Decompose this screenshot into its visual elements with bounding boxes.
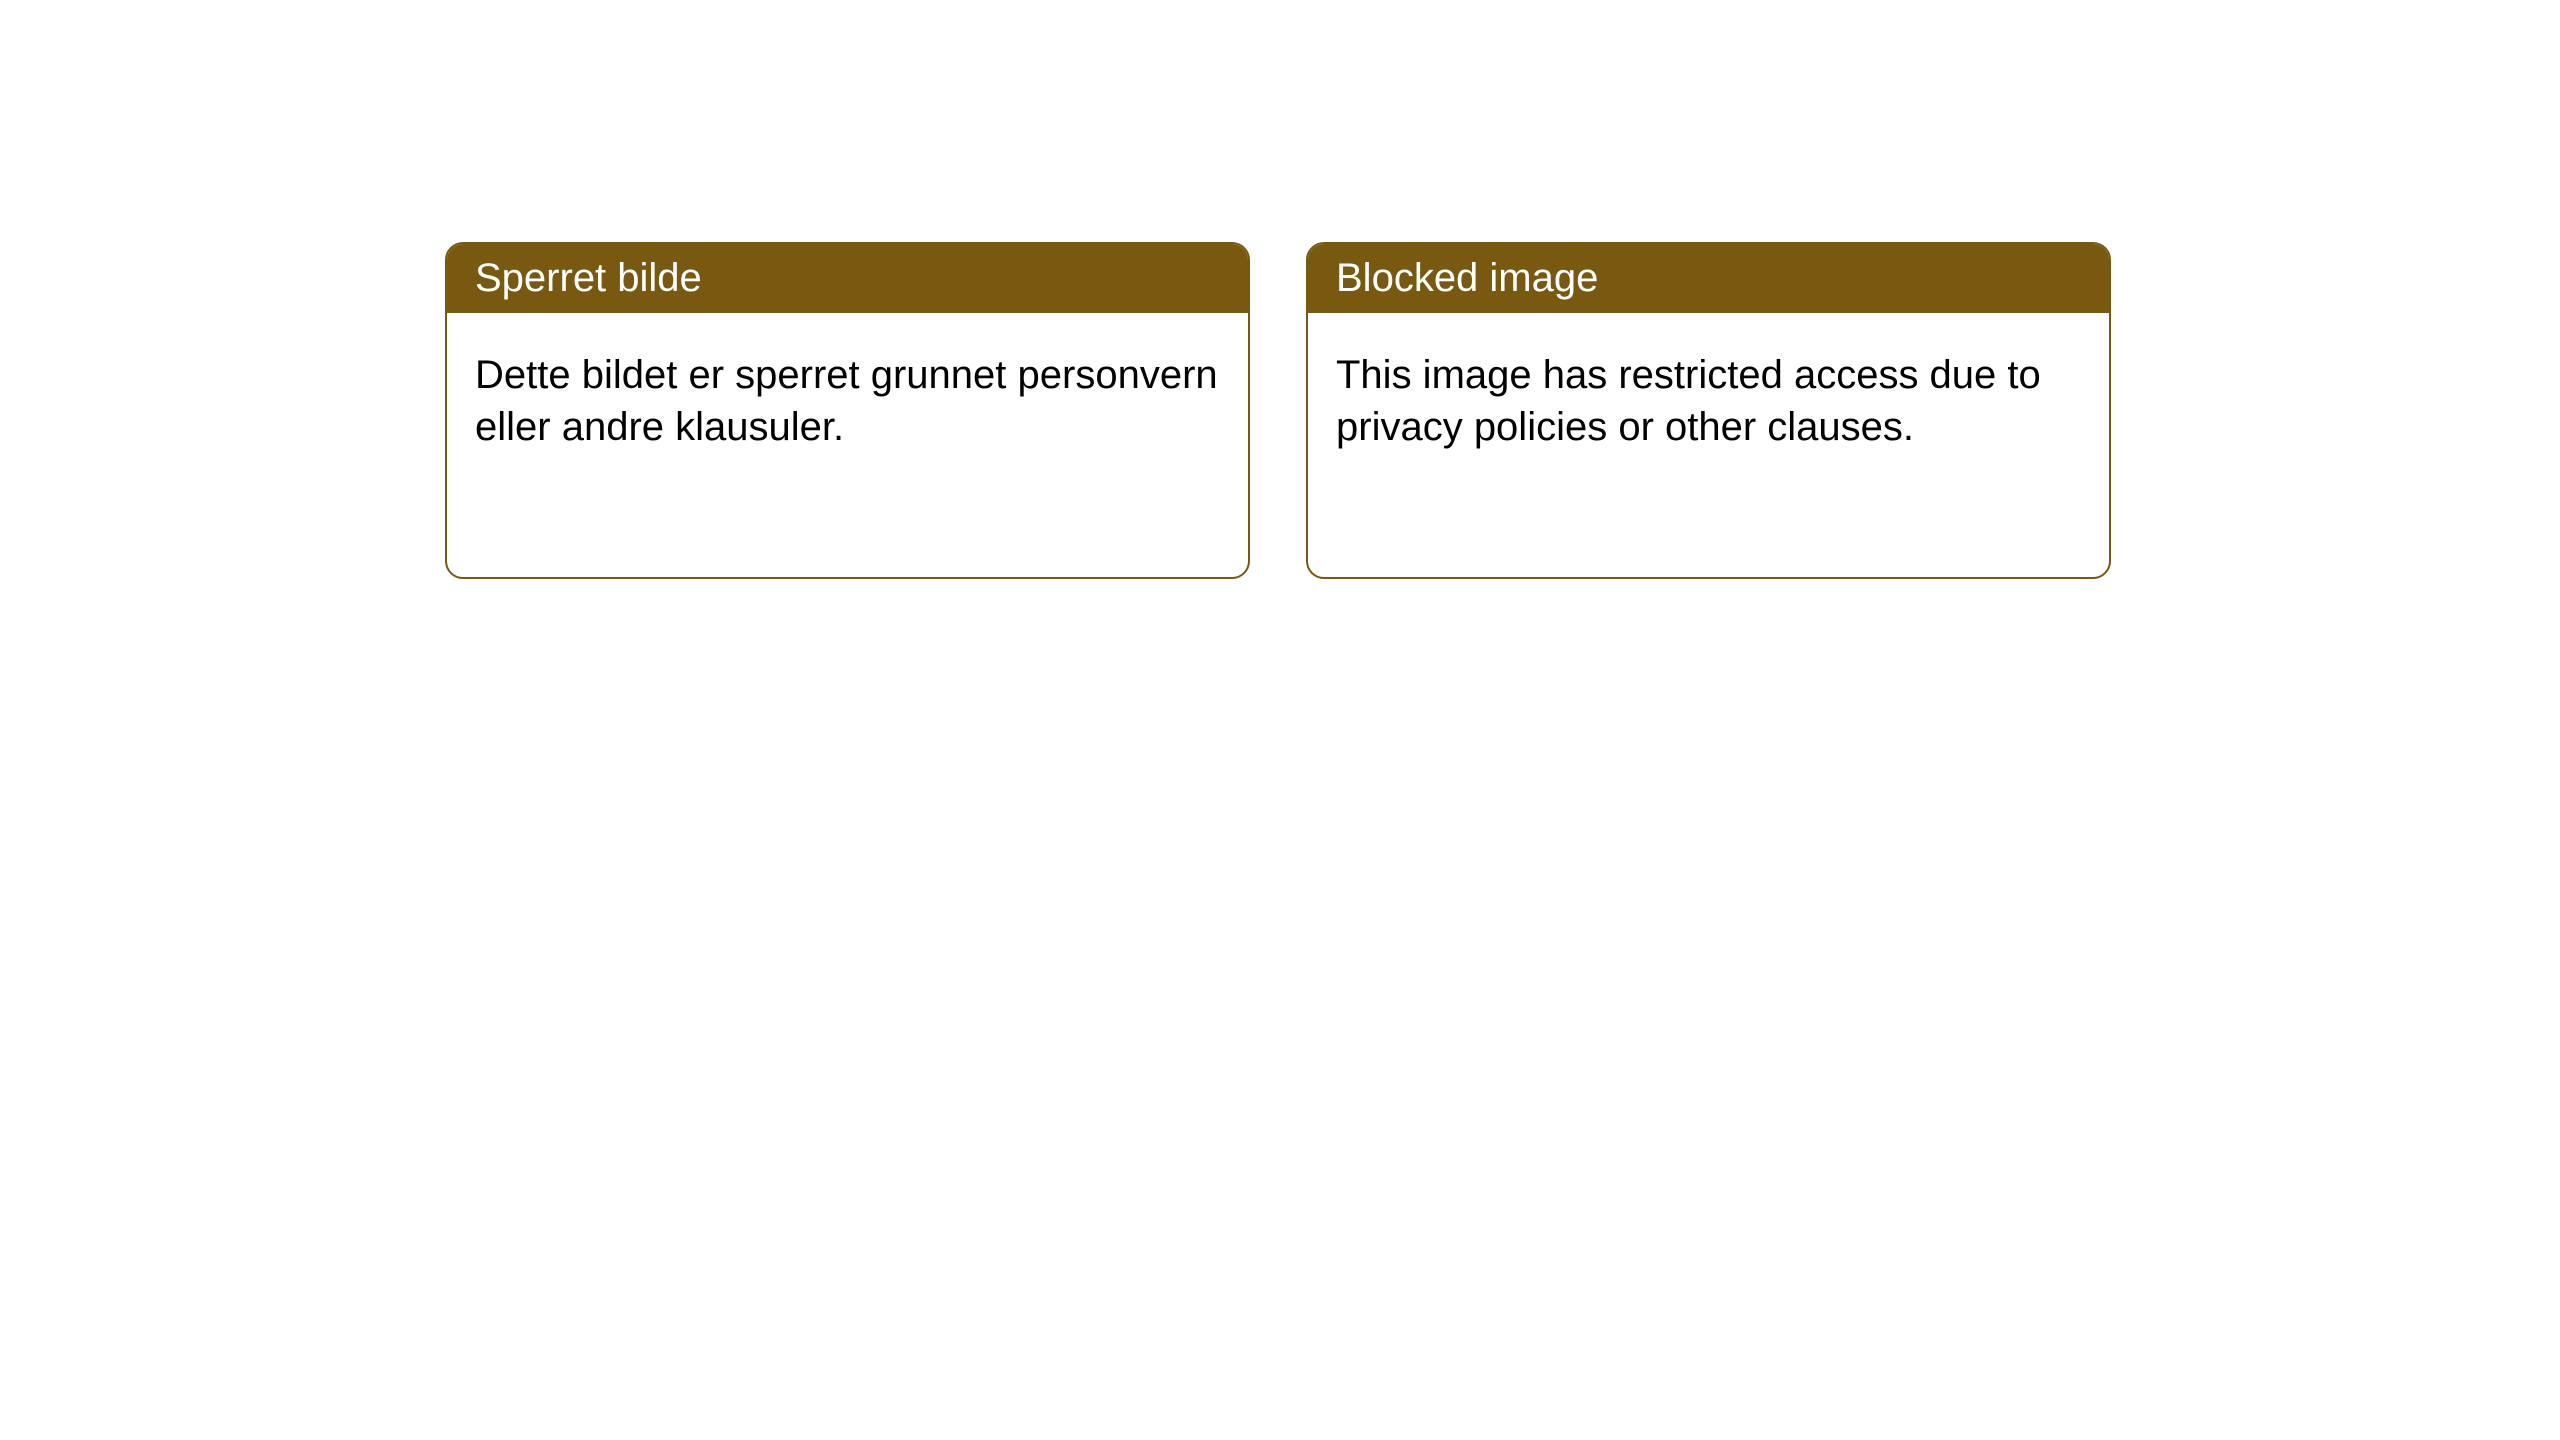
card-header: Blocked image <box>1308 244 2109 313</box>
notice-card-english: Blocked image This image has restricted … <box>1306 242 2111 579</box>
notice-card-norwegian: Sperret bilde Dette bildet er sperret gr… <box>445 242 1250 579</box>
card-body-text: Dette bildet er sperret grunnet personve… <box>475 353 1218 449</box>
notice-cards-container: Sperret bilde Dette bildet er sperret gr… <box>445 242 2111 579</box>
card-body-text: This image has restricted access due to … <box>1336 353 2041 449</box>
card-body: This image has restricted access due to … <box>1308 313 2109 489</box>
card-header-text: Blocked image <box>1336 256 1598 300</box>
card-header-text: Sperret bilde <box>475 256 702 300</box>
card-body: Dette bildet er sperret grunnet personve… <box>447 313 1248 489</box>
card-header: Sperret bilde <box>447 244 1248 313</box>
